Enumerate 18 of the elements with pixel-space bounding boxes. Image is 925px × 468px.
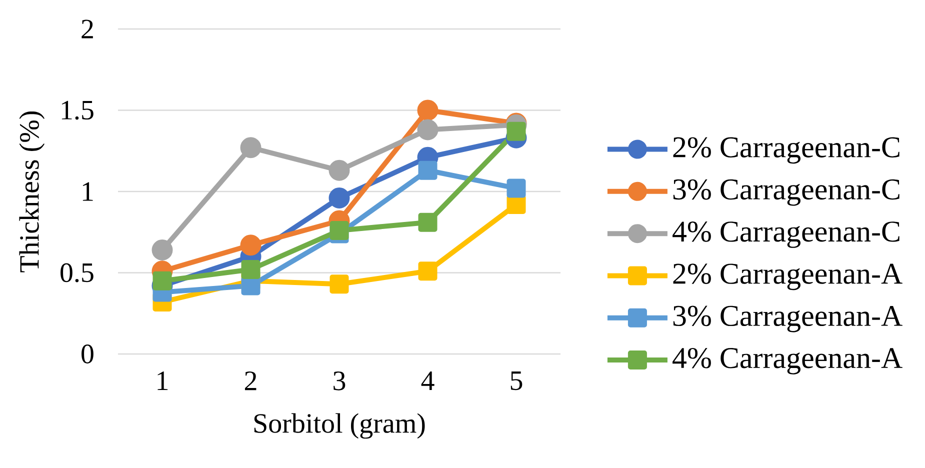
- y-tick-label: 1.5: [62, 100, 94, 120]
- legend-label: 2% Carrageenan-A: [673, 264, 902, 290]
- y-tick-label: 2: [82, 20, 93, 38]
- x-tick-label: 3: [334, 372, 346, 390]
- y-tick-label: 1: [82, 182, 93, 201]
- x-tick-label: 4: [421, 372, 434, 390]
- legend-label: 4% Carrageenan-C: [672, 222, 900, 248]
- x-tick-label: 1: [158, 372, 168, 390]
- y-tick-label: 0: [82, 344, 94, 364]
- legend-label: 3% Carrageenan-A: [673, 306, 902, 332]
- legend-label: 3% Carrageenan-C: [673, 179, 900, 206]
- x-tick-label: 5: [510, 372, 522, 390]
- y-tick-label: 0.5: [60, 263, 94, 282]
- legend-label: 2% Carrageenan-C: [673, 137, 900, 164]
- y-axis-title: Thickness (%): [19, 111, 45, 272]
- legend-label: 4% Carrageenan-A: [672, 348, 902, 374]
- x-tick-label: 2: [244, 372, 256, 390]
- x-axis-title: Sorbitol (gram): [254, 413, 425, 439]
